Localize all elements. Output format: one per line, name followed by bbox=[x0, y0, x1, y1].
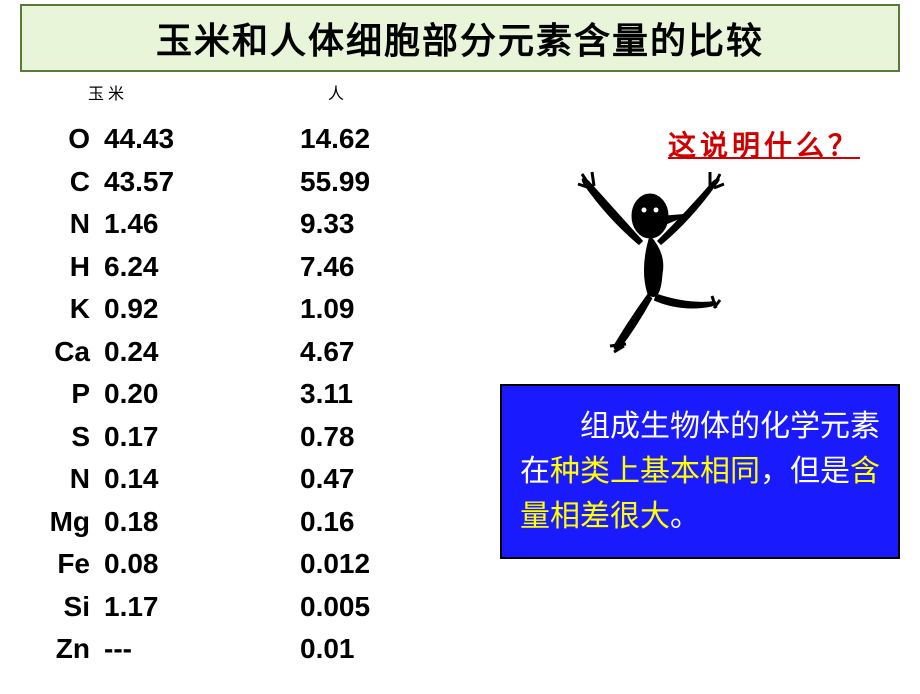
answer-seg3: ，但是 bbox=[760, 455, 850, 488]
corn-value: 1.46 bbox=[100, 208, 220, 240]
table-row: Mg0.18 0.16 bbox=[40, 501, 420, 544]
human-value: 0.78 bbox=[300, 421, 420, 453]
human-value: 3.11 bbox=[300, 378, 420, 410]
element-symbol: S bbox=[40, 421, 100, 453]
answer-box: 组成生物体的化学元素在种类上基本相同，但是含量相差很大。 bbox=[500, 384, 900, 559]
corn-value: 0.92 bbox=[100, 293, 220, 325]
human-value: 0.005 bbox=[300, 591, 420, 623]
column-header-human: 人 bbox=[328, 80, 344, 104]
element-table: O44.4314.62C43.5755.99N1.469.33H6.247.46… bbox=[40, 118, 420, 671]
table-row: S0.17 0.78 bbox=[40, 416, 420, 459]
human-value: 0.16 bbox=[300, 506, 420, 538]
corn-value: 44.43 bbox=[100, 123, 220, 155]
human-value: 55.99 bbox=[300, 166, 420, 198]
element-symbol: H bbox=[40, 251, 100, 283]
human-value: 9.33 bbox=[300, 208, 420, 240]
element-symbol: Zn bbox=[40, 633, 100, 665]
corn-value: 0.14 bbox=[100, 463, 220, 495]
answer-seg2: 种类上基本相同 bbox=[550, 455, 760, 488]
corn-value: 1.17 bbox=[100, 591, 220, 623]
corn-value: 0.24 bbox=[100, 336, 220, 368]
corn-value: 6.24 bbox=[100, 251, 220, 283]
table-row: Ca0.24 4.67 bbox=[40, 331, 420, 374]
element-symbol: Si bbox=[40, 591, 100, 623]
human-value: 14.62 bbox=[300, 123, 420, 155]
element-symbol: N bbox=[40, 208, 100, 240]
table-row: N1.46 9.33 bbox=[40, 203, 420, 246]
corn-value: 0.08 bbox=[100, 548, 220, 580]
corn-value: --- bbox=[100, 633, 220, 665]
element-symbol: N bbox=[40, 463, 100, 495]
element-symbol: Mg bbox=[40, 506, 100, 538]
element-symbol: Fe bbox=[40, 548, 100, 580]
page-title: 玉米和人体细胞部分元素含量的比较 bbox=[156, 21, 764, 61]
table-row: K0.92 1.09 bbox=[40, 288, 420, 331]
table-row: H6.24 7.46 bbox=[40, 246, 420, 289]
table-row: C43.57 55.99 bbox=[40, 161, 420, 204]
table-row: O44.43 14.62 bbox=[40, 118, 420, 161]
stick-figure-icon bbox=[560, 154, 740, 354]
table-row: N0.14 0.47 bbox=[40, 458, 420, 501]
table-row: Zn--- 0.01 bbox=[40, 628, 420, 671]
element-symbol: K bbox=[40, 293, 100, 325]
corn-value: 43.57 bbox=[100, 166, 220, 198]
corn-value: 0.17 bbox=[100, 421, 220, 453]
human-value: 0.01 bbox=[300, 633, 420, 665]
human-value: 0.47 bbox=[300, 463, 420, 495]
human-value: 7.46 bbox=[300, 251, 420, 283]
human-value: 0.012 bbox=[300, 548, 420, 580]
corn-value: 0.20 bbox=[100, 378, 220, 410]
element-symbol: C bbox=[40, 166, 100, 198]
human-value: 1.09 bbox=[300, 293, 420, 325]
table-row: P0.20 3.11 bbox=[40, 373, 420, 416]
element-symbol: O bbox=[40, 123, 100, 155]
table-row: Si1.17 0.005 bbox=[40, 586, 420, 629]
answer-seg5: 。 bbox=[670, 500, 700, 533]
element-symbol: Ca bbox=[40, 336, 100, 368]
human-value: 4.67 bbox=[300, 336, 420, 368]
table-row: Fe0.08 0.012 bbox=[40, 543, 420, 586]
element-symbol: P bbox=[40, 378, 100, 410]
corn-value: 0.18 bbox=[100, 506, 220, 538]
title-bar: 玉米和人体细胞部分元素含量的比较 bbox=[20, 4, 900, 72]
column-header-corn: 玉 米 bbox=[88, 80, 124, 104]
